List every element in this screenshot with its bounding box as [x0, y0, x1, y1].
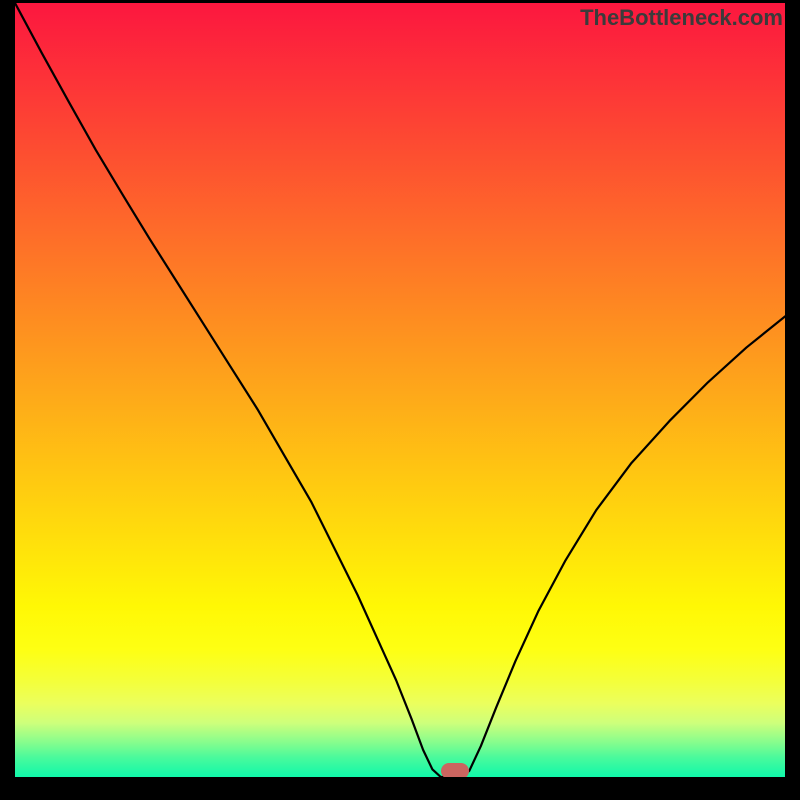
plot-area: TheBottleneck.com: [15, 3, 785, 777]
watermark-text: TheBottleneck.com: [580, 5, 783, 31]
chart-frame: TheBottleneck.com: [0, 0, 800, 800]
bottleneck-curve: [15, 3, 785, 777]
bottleneck-marker: [441, 763, 469, 777]
